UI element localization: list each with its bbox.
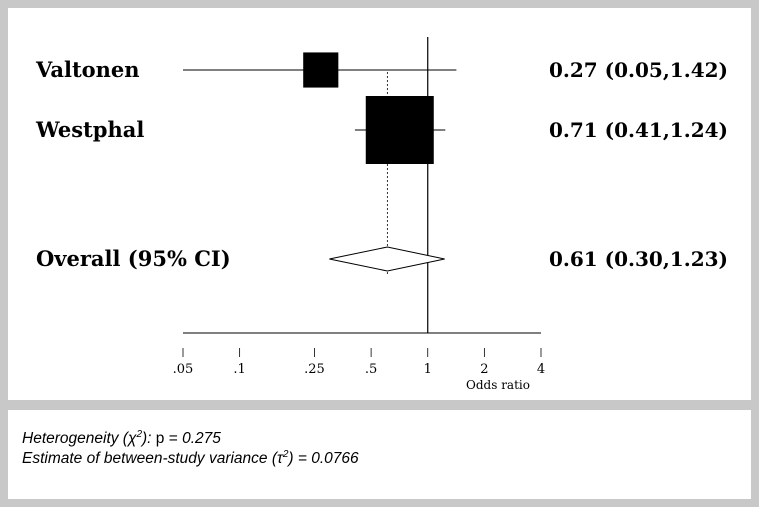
overall-estimate: 0.61 (0.30,1.23)	[549, 247, 728, 271]
chi-symbol: χ	[127, 430, 137, 448]
x-axis-label: Odds ratio	[466, 378, 530, 392]
x-tick-label-4: 4	[537, 362, 545, 377]
heterogeneity-suffix: ):	[142, 430, 156, 448]
heterogeneity-p-value: 0.275	[182, 430, 221, 448]
heterogeneity-panel: Heterogeneity (χ2): p = 0.275 Estimate o…	[8, 410, 751, 499]
weight-box-valtonen	[303, 52, 339, 88]
x-tick-label-p5: .5	[365, 362, 377, 377]
x-tick-label-p1: .1	[233, 362, 245, 377]
variance-suffix: ) = 0.0766	[288, 450, 359, 468]
study-estimate-valtonen: 0.27 (0.05,1.42)	[549, 58, 728, 82]
chi-squared-superscript: 2	[136, 429, 143, 440]
heterogeneity-text: Heterogeneity (χ2): p = 0.275	[22, 429, 221, 448]
study-name-valtonen: Valtonen	[35, 57, 140, 82]
overall-diamond	[329, 246, 445, 272]
weight-box-westphal	[365, 96, 434, 164]
tau-symbol: τ	[277, 450, 283, 468]
x-tick-label-2: 2	[480, 362, 488, 377]
forest-plot-panel: Valtonen 0.27 (0.05,1.42) Westphal 0.71 (0.…	[8, 8, 751, 400]
variance-text: Estimate of between-study variance (τ2) …	[22, 449, 359, 468]
x-tick-label-1: 1	[424, 362, 432, 377]
heterogeneity-p-label: p =	[155, 430, 183, 448]
heterogeneity-prefix: Heterogeneity (	[22, 430, 128, 448]
tau-squared-superscript: 2	[282, 449, 289, 460]
x-tick-label-p25: .25	[304, 362, 325, 377]
forest-plot: Valtonen 0.27 (0.05,1.42) Westphal 0.71 (0.…	[35, 37, 728, 392]
study-name-westphal: Westphal	[35, 117, 144, 142]
x-tick-label-p05: .05	[173, 362, 194, 377]
study-estimate-westphal: 0.71 (0.41,1.24)	[549, 118, 728, 142]
variance-prefix: Estimate of between-study variance (	[22, 450, 278, 468]
overall-label: Overall (95% CI)	[36, 246, 231, 271]
